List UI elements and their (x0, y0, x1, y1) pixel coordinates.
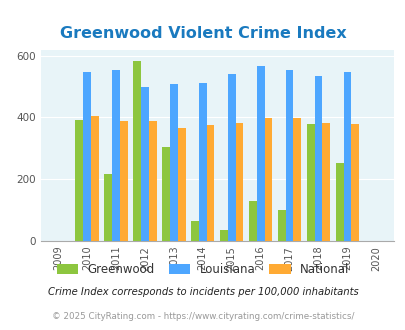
Text: © 2025 CityRating.com - https://www.cityrating.com/crime-statistics/: © 2025 CityRating.com - https://www.city… (51, 312, 354, 321)
Text: Greenwood Violent Crime Index: Greenwood Violent Crime Index (60, 26, 345, 41)
Legend: Greenwood, Louisiana, National: Greenwood, Louisiana, National (52, 258, 353, 281)
Bar (343, 72, 351, 241)
Bar (335, 163, 343, 241)
Bar (198, 83, 206, 241)
Bar (322, 123, 329, 241)
Bar (141, 87, 148, 241)
Bar (177, 128, 185, 241)
Bar (248, 201, 256, 241)
Bar (75, 119, 83, 241)
Bar (351, 124, 358, 241)
Bar (91, 116, 98, 241)
Bar (206, 125, 214, 241)
Bar (277, 210, 285, 241)
Bar (235, 123, 243, 241)
Bar (264, 118, 272, 241)
Bar (306, 124, 314, 241)
Text: Crime Index corresponds to incidents per 100,000 inhabitants: Crime Index corresponds to incidents per… (47, 287, 358, 297)
Bar (162, 147, 169, 241)
Bar (119, 121, 127, 241)
Bar (190, 221, 198, 241)
Bar (148, 121, 156, 241)
Bar (133, 61, 141, 241)
Bar (256, 66, 264, 241)
Bar (112, 70, 119, 241)
Bar (285, 70, 293, 241)
Bar (227, 74, 235, 241)
Bar (314, 76, 322, 241)
Bar (293, 118, 301, 241)
Bar (220, 230, 227, 241)
Bar (169, 84, 177, 241)
Bar (104, 174, 112, 241)
Bar (83, 72, 91, 241)
